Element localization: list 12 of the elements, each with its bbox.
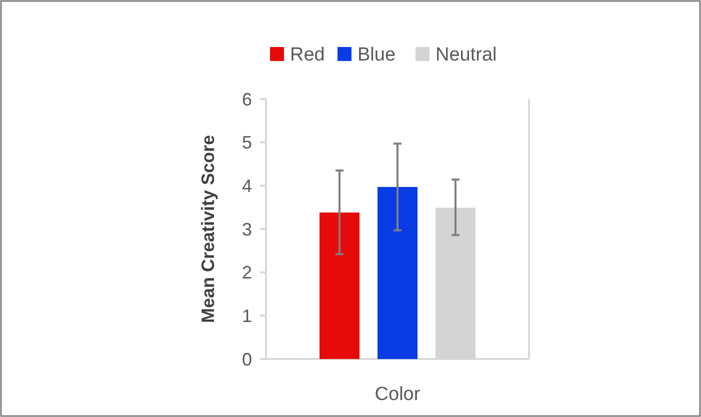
y-tick-label: 5 [242, 132, 252, 153]
y-tick-label: 3 [242, 219, 252, 240]
x-axis-title: Color [374, 384, 421, 405]
legend-label: Neutral [436, 44, 497, 66]
y-tick-label: 1 [242, 306, 252, 326]
y-tick-label: 4 [242, 176, 252, 196]
y-tick-label: 2 [242, 262, 252, 283]
legend-label: Red [290, 44, 325, 66]
legend-label: Blue [358, 44, 396, 66]
y-tick-label: 6 [242, 89, 252, 110]
y-tick-label: 0 [242, 349, 252, 370]
y-axis-title: Mean Creativity Score [198, 134, 218, 324]
